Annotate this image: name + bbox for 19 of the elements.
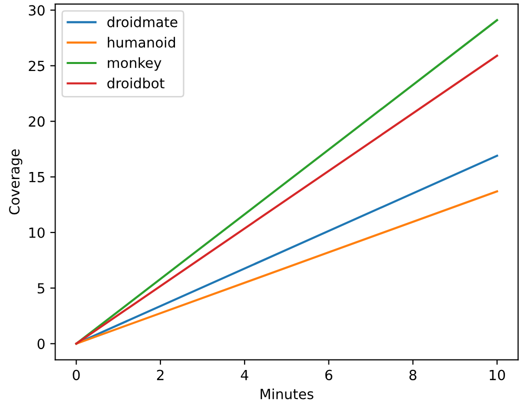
- x-tick-label: 10: [490, 370, 505, 380]
- y-tick-label: 25: [28, 60, 44, 72]
- y-tick-label: 30: [28, 5, 45, 16]
- x-tick-label: 6: [325, 370, 332, 380]
- x-axis-title: Minutes: [260, 388, 314, 400]
- y-tick-label: 10: [29, 227, 45, 238]
- x-tick-label: 2: [157, 370, 164, 380]
- legend-label: droidmate: [107, 16, 178, 28]
- legend-label: humanoid: [108, 36, 175, 48]
- x-tick-label: 0: [72, 370, 80, 380]
- y-axis-title: Coverage: [9, 149, 22, 214]
- x-tick-label: 8: [409, 370, 416, 380]
- y-tick-label: 20: [28, 116, 45, 127]
- legend-label: monkey: [108, 57, 162, 71]
- y-tick-label: 15: [29, 172, 44, 182]
- y-tick-label: 0: [38, 338, 45, 350]
- legend-label: droidbot: [107, 78, 164, 88]
- y-tick-label: 5: [38, 283, 44, 294]
- x-tick-label: 4: [240, 370, 248, 380]
